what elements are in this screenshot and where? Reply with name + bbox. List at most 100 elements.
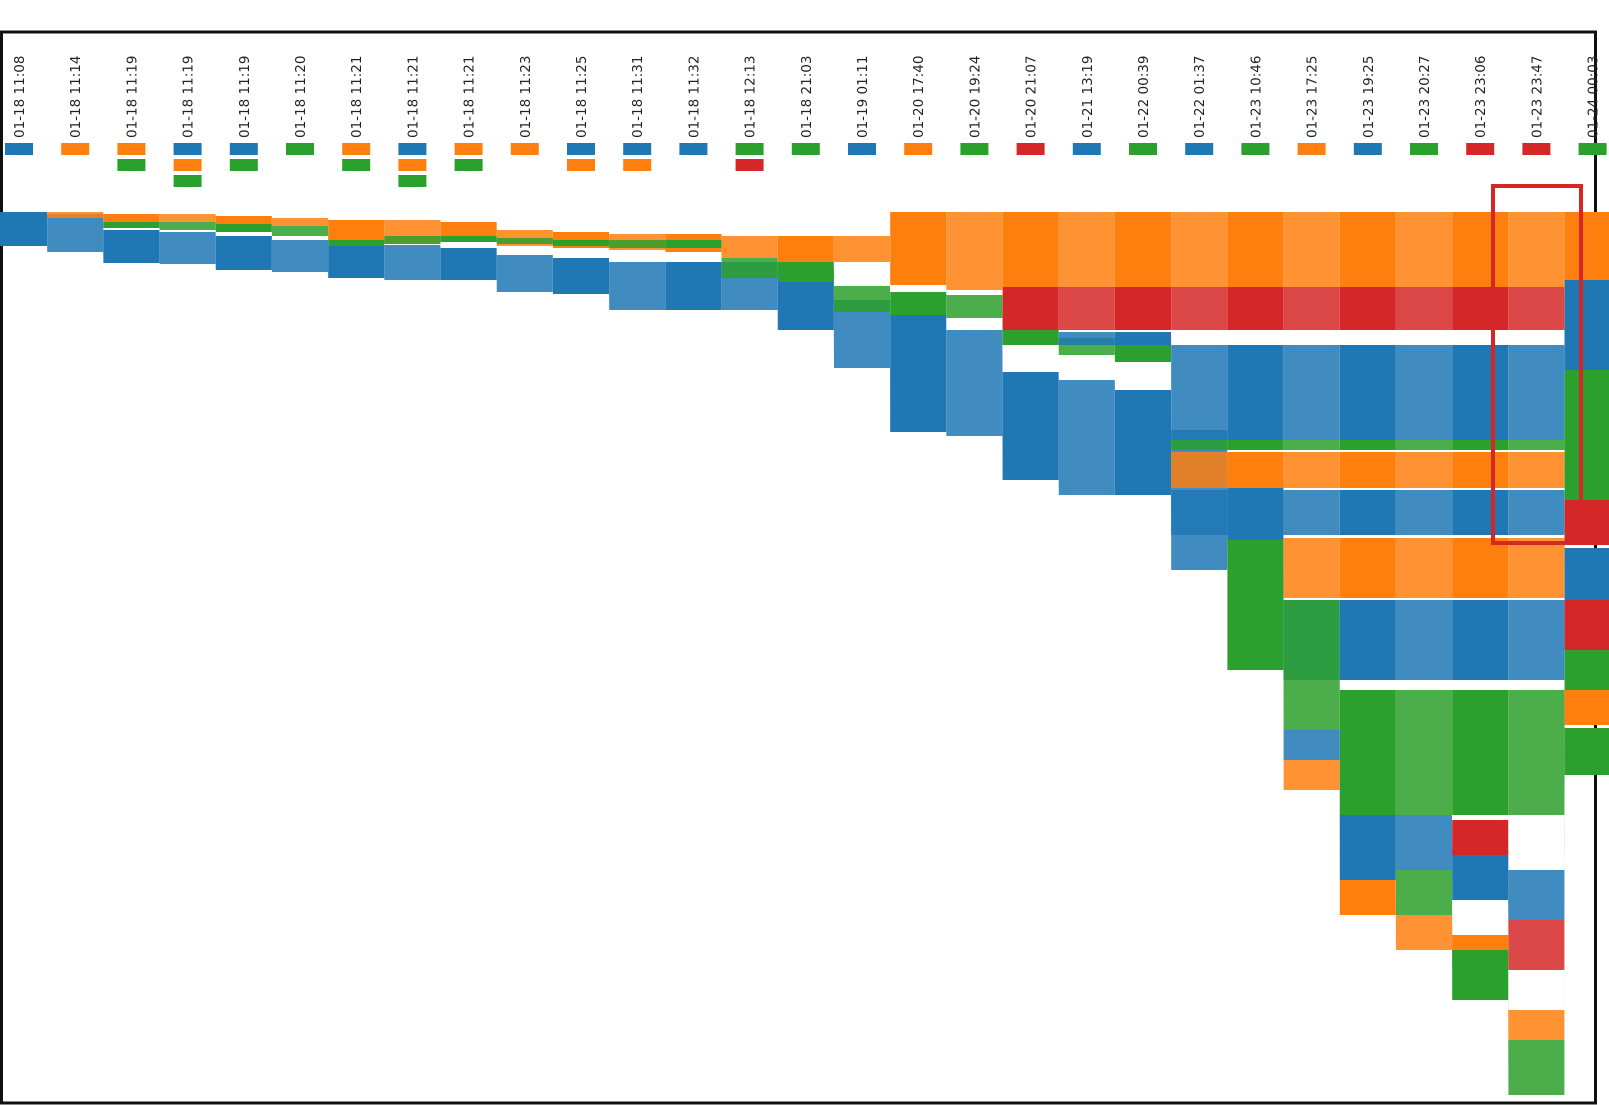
event-marker <box>567 143 595 155</box>
flow-band-red-end <box>1564 500 1609 545</box>
flow-band-blue-bottom <box>1396 815 1452 870</box>
tick-label: 01-18 11:21 <box>405 56 421 138</box>
flow-band-orange-bottom <box>1339 880 1396 915</box>
tick-label: 01-18 21:03 <box>799 56 815 138</box>
flow-band-orange-block <box>1227 212 1284 287</box>
flow-band-orange-bottom <box>1564 690 1609 725</box>
flow-band-blue-main <box>946 330 1003 436</box>
tick-label: 01-23 10:46 <box>1248 56 1264 138</box>
flow-band-blue-main <box>496 255 553 292</box>
flow-band-orange-upper <box>272 218 328 226</box>
flow-band-green-stripe <box>1396 440 1452 450</box>
flow-layer <box>0 212 1609 1095</box>
tick-label: 01-20 17:40 <box>911 56 927 138</box>
flow-band-orange-upper <box>777 236 834 262</box>
flow-band-orange-block <box>1002 212 1059 287</box>
event-marker <box>1466 143 1495 155</box>
flow-band-red <box>1115 287 1171 330</box>
tick-label: 01-23 19:25 <box>1361 56 1377 138</box>
event-marker <box>791 143 820 155</box>
flow-band-orange-stripe <box>1396 452 1452 488</box>
flow-band-green-lower <box>1396 690 1452 815</box>
flow-band-blue-main <box>890 315 947 432</box>
event-marker <box>398 143 427 155</box>
flow-band-green-lower <box>1283 600 1340 730</box>
tick-label: 01-18 11:25 <box>574 56 590 138</box>
flow-band-blue-main <box>159 232 216 264</box>
event-marker <box>679 143 708 155</box>
flow-band-orange-bottom <box>1508 1010 1565 1040</box>
flow-band-green-upper <box>609 240 666 248</box>
flow-band-green-upper <box>553 240 609 246</box>
flow-band-blue-main <box>1115 390 1171 495</box>
event-marker <box>735 159 764 171</box>
tick-label: 01-18 11:19 <box>124 56 140 138</box>
flow-band-green-bottom <box>1396 870 1452 915</box>
flow-band-red <box>1227 287 1284 330</box>
flow-band-blue-right <box>1508 345 1565 440</box>
flow-band-blue-main <box>215 236 272 270</box>
event-marker <box>1410 143 1438 155</box>
event-marker <box>342 143 371 155</box>
event-marker <box>567 159 595 171</box>
flow-band-orange-lower <box>1339 538 1396 598</box>
flow-band-blue-lower <box>1396 490 1452 535</box>
flow-band-orange-lower <box>1508 538 1565 598</box>
event-marker <box>398 175 427 187</box>
tick-label: 01-22 01:37 <box>1192 56 1208 138</box>
tick-label: 01-18 11:23 <box>518 56 534 138</box>
flow-band-orange-stripe <box>1283 452 1340 488</box>
flow-band-orange-block <box>890 212 947 285</box>
event-marker <box>342 159 371 171</box>
flow-band-red <box>1171 287 1228 330</box>
event-marker <box>1016 143 1045 155</box>
flow-band-green-upper <box>834 286 890 312</box>
flow-band-red <box>1452 287 1509 330</box>
flow-band-green-mid <box>946 295 1003 318</box>
tick-label: 01-24 00:03 <box>1586 56 1602 138</box>
event-marker <box>960 143 989 155</box>
flow-band-green-lower <box>1452 690 1509 815</box>
event-marker <box>454 159 483 171</box>
flow-band-blue-lower <box>1339 490 1396 535</box>
flow-band-blue-main <box>1339 600 1396 680</box>
event-marker <box>848 143 876 155</box>
flow-band-orange-stripe <box>1508 452 1565 488</box>
event-marker <box>1241 143 1270 155</box>
flow-band-orange-stripe <box>1339 452 1396 488</box>
highlight-box <box>1491 184 1583 545</box>
flow-band-blue-main <box>1058 380 1115 495</box>
tick-label: 01-23 23:06 <box>1473 56 1489 138</box>
flow-band-red <box>1339 287 1396 330</box>
flow-band-orange-block <box>1058 212 1115 287</box>
flow-band-blue-right <box>1564 280 1609 370</box>
tick-label: 01-18 12:13 <box>743 56 759 138</box>
flow-band-orange-upper <box>103 214 160 222</box>
flow-band-green-bottom <box>1564 650 1609 690</box>
tick-label: 01-20 21:07 <box>1024 56 1040 138</box>
flow-band-orange-block <box>1508 212 1565 287</box>
flow-band-orange-upper <box>440 222 497 236</box>
flow-band-blue-lower <box>1452 490 1509 535</box>
event-marker <box>904 143 933 155</box>
flow-band-green-upper <box>440 236 497 242</box>
tick-label: 01-20 19:24 <box>967 56 983 138</box>
flow-band-green-mid <box>890 292 947 315</box>
tick-label: 01-23 23:47 <box>1529 56 1545 138</box>
flow-band-blue-main <box>1452 600 1509 680</box>
flow-band-blue-main <box>272 240 328 272</box>
flow-band-orange-lower <box>1283 538 1340 598</box>
flow-band-red <box>1508 287 1565 330</box>
flow-band-blue-right <box>1396 345 1452 440</box>
flow-band-orange-block <box>946 212 1003 290</box>
tick-label: 01-18 11:19 <box>181 56 197 138</box>
flow-band-blue-main <box>0 212 47 246</box>
event-marker <box>1072 143 1101 155</box>
flow-band-orange-block <box>1339 212 1396 287</box>
flow-band-green-lower <box>1339 690 1396 815</box>
flow-band-orange-lower <box>1396 538 1452 598</box>
flow-band-green-lower <box>1564 728 1609 775</box>
flow-band-orange-stripe <box>1452 452 1509 488</box>
flow-band-green-upper <box>215 224 272 232</box>
flow-band-green-stripe <box>1171 440 1228 450</box>
